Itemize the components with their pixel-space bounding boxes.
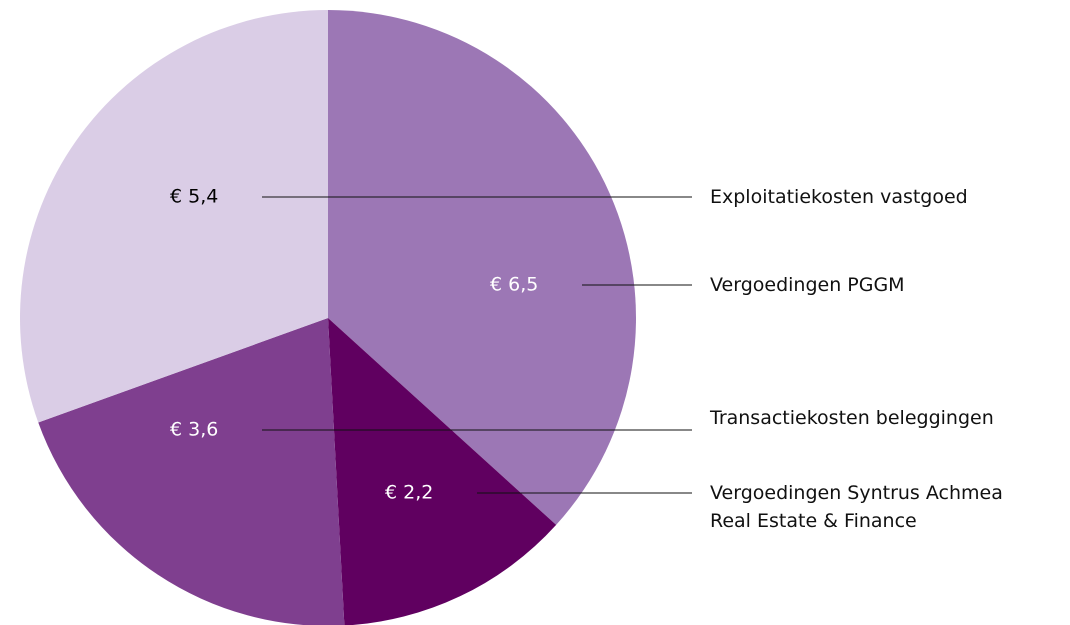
pie-slice	[328, 318, 557, 625]
pie-slice	[38, 318, 345, 625]
pie-slice	[20, 10, 329, 423]
legend-label: Vergoedingen Syntrus Achmea Real Estate …	[710, 482, 1003, 532]
legend-label: Transactiekosten beleggingen	[710, 407, 994, 429]
legend-label: Vergoedingen PGGM	[710, 274, 905, 296]
value-label: € 5,4	[170, 186, 218, 208]
value-label: € 3,6	[170, 419, 218, 441]
value-label: € 6,5	[490, 274, 538, 296]
legend-label: Exploitatiekosten vastgoed	[710, 186, 968, 208]
value-label: € 2,2	[385, 482, 433, 504]
pie-slice	[328, 10, 636, 525]
